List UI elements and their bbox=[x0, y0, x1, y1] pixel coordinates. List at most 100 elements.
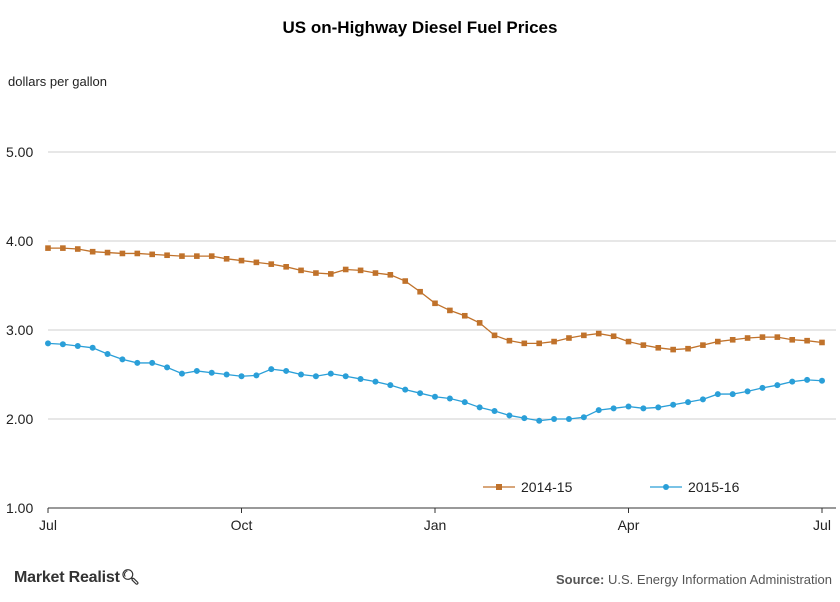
data-point bbox=[208, 369, 215, 376]
data-point bbox=[119, 356, 126, 363]
data-point bbox=[700, 342, 706, 348]
data-point bbox=[208, 253, 215, 259]
data-point bbox=[89, 344, 96, 351]
data-point bbox=[461, 399, 468, 406]
x-tick-label: Jan bbox=[424, 517, 447, 533]
data-point bbox=[506, 412, 513, 419]
data-point bbox=[193, 367, 200, 374]
data-point bbox=[491, 332, 498, 339]
data-point bbox=[476, 320, 483, 326]
x-tick-label: Apr bbox=[618, 517, 640, 533]
data-point bbox=[685, 399, 692, 406]
data-point bbox=[238, 257, 245, 264]
data-point bbox=[447, 307, 453, 314]
data-point bbox=[312, 373, 319, 380]
brand-name: Market Realist bbox=[14, 569, 120, 586]
data-point bbox=[744, 388, 751, 395]
data-point bbox=[104, 249, 111, 256]
data-point bbox=[506, 337, 513, 344]
data-point bbox=[298, 267, 304, 274]
data-point bbox=[595, 330, 602, 337]
data-point bbox=[476, 404, 483, 411]
series-2015-16 bbox=[45, 340, 825, 424]
data-point bbox=[178, 370, 185, 377]
data-point bbox=[640, 405, 647, 412]
series-group bbox=[45, 245, 825, 424]
data-point bbox=[610, 333, 617, 340]
data-point bbox=[134, 359, 141, 366]
series-line bbox=[48, 247, 823, 351]
data-point bbox=[357, 375, 364, 382]
data-point bbox=[179, 253, 185, 259]
data-point bbox=[387, 272, 394, 278]
data-point bbox=[313, 270, 319, 276]
data-point bbox=[789, 378, 796, 385]
data-point bbox=[774, 334, 781, 340]
series-2014-15 bbox=[45, 245, 825, 353]
data-point bbox=[134, 250, 141, 257]
data-point bbox=[625, 338, 632, 345]
data-point bbox=[164, 252, 170, 259]
data-point bbox=[298, 371, 305, 378]
y-tick-label: 4.00 bbox=[6, 233, 33, 249]
data-point bbox=[387, 382, 394, 389]
chart-title: US on-Highway Diesel Fuel Prices bbox=[282, 18, 558, 37]
data-point bbox=[283, 367, 290, 374]
data-point bbox=[446, 395, 453, 402]
data-point bbox=[402, 278, 409, 284]
data-point bbox=[45, 245, 51, 251]
data-point bbox=[774, 382, 781, 389]
data-point bbox=[640, 342, 647, 348]
data-point bbox=[536, 417, 543, 424]
data-point bbox=[372, 270, 379, 276]
grid-lines bbox=[48, 151, 836, 420]
data-point bbox=[223, 371, 230, 378]
data-point bbox=[60, 245, 66, 251]
legend-marker bbox=[663, 484, 669, 490]
data-point bbox=[104, 351, 111, 358]
data-point bbox=[565, 416, 572, 422]
brand-logo: Market Realist🔍︎ bbox=[14, 568, 140, 587]
data-point bbox=[670, 401, 677, 408]
data-point bbox=[74, 246, 81, 252]
data-point bbox=[283, 264, 289, 270]
data-point bbox=[59, 341, 66, 348]
data-point bbox=[685, 345, 691, 352]
data-point bbox=[729, 336, 736, 343]
axes: 1.00 2.00 3.00 4.00 5.00 Jul Oct Jan Apr Jul bbox=[6, 144, 836, 533]
data-point bbox=[194, 253, 200, 259]
data-point bbox=[819, 377, 825, 384]
data-point bbox=[595, 407, 602, 414]
data-point bbox=[402, 386, 409, 393]
data-point bbox=[253, 372, 260, 379]
data-point bbox=[804, 376, 811, 383]
x-tick-label: Jul bbox=[39, 517, 57, 533]
x-tick-label: Jul bbox=[813, 517, 831, 533]
x-tick-label: Oct bbox=[231, 517, 253, 533]
magnifier-icon: 🔍︎ bbox=[120, 569, 140, 586]
y-tick-label: 5.00 bbox=[6, 144, 33, 160]
data-point bbox=[432, 300, 438, 307]
data-point bbox=[744, 335, 751, 341]
data-point bbox=[417, 390, 424, 397]
data-point bbox=[74, 343, 81, 350]
data-point bbox=[149, 359, 156, 366]
data-point bbox=[580, 414, 587, 421]
data-point bbox=[729, 391, 736, 398]
data-point bbox=[804, 337, 810, 344]
data-point bbox=[432, 393, 438, 400]
data-point bbox=[238, 373, 245, 380]
series-line bbox=[47, 342, 823, 422]
data-point bbox=[715, 338, 721, 345]
y-tick-label: 1.00 bbox=[6, 500, 33, 516]
data-point bbox=[610, 405, 617, 412]
legend-label: 2014-15 bbox=[521, 479, 573, 495]
data-point bbox=[253, 259, 260, 266]
y-tick-label: 3.00 bbox=[6, 322, 33, 338]
data-point bbox=[149, 251, 155, 258]
data-point bbox=[89, 248, 96, 255]
data-point bbox=[551, 338, 557, 345]
data-point bbox=[268, 366, 275, 373]
data-point bbox=[327, 370, 334, 377]
